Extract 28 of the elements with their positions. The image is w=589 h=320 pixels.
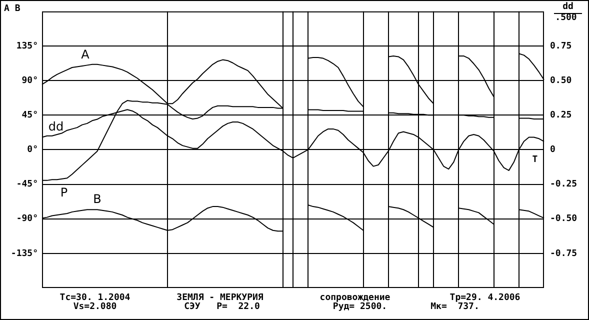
text: ЗЕМЛЯ - МЕРКУРИЯ — [176, 293, 264, 303]
series-label: dd — [48, 119, 64, 134]
y-tick-label: 135° — [16, 41, 38, 52]
y-tick-label: -135° — [10, 248, 38, 259]
text: Mк= 737. — [430, 302, 480, 312]
y2-tick-label: 0.25 — [550, 110, 572, 120]
y2-tick-label: -0.75 — [550, 248, 578, 259]
series-label: B — [93, 192, 102, 206]
y2-tick-label: -0.25 — [550, 180, 578, 190]
text: Руд= 2500. — [332, 302, 388, 312]
text: сопровождение — [320, 293, 390, 303]
y-axis-title: A B — [4, 4, 20, 14]
y-tick-label: 45° — [22, 110, 38, 120]
text: СЭУ P= 22.0 — [184, 302, 260, 312]
y2-tick-label: 0 — [550, 145, 556, 156]
series-label: A — [81, 48, 90, 62]
y2-tick-label: 0.50 — [550, 76, 572, 86]
y2-tick-label: 0.75 — [550, 41, 572, 52]
y-tick-label: 90° — [22, 76, 38, 86]
y-tick-label: 0° — [27, 145, 38, 156]
annotation: T — [532, 155, 538, 165]
series-label: P — [60, 186, 68, 200]
y-tick-label: -45° — [16, 180, 38, 190]
text: Tc=30. 1.2004 — [60, 293, 130, 303]
y2-tick-label: -0.50 — [550, 214, 578, 224]
y-tick-label: -90° — [16, 214, 38, 224]
text: Vs=2.080 — [73, 302, 117, 312]
text: Tp=29. 4.2006 — [450, 293, 520, 303]
